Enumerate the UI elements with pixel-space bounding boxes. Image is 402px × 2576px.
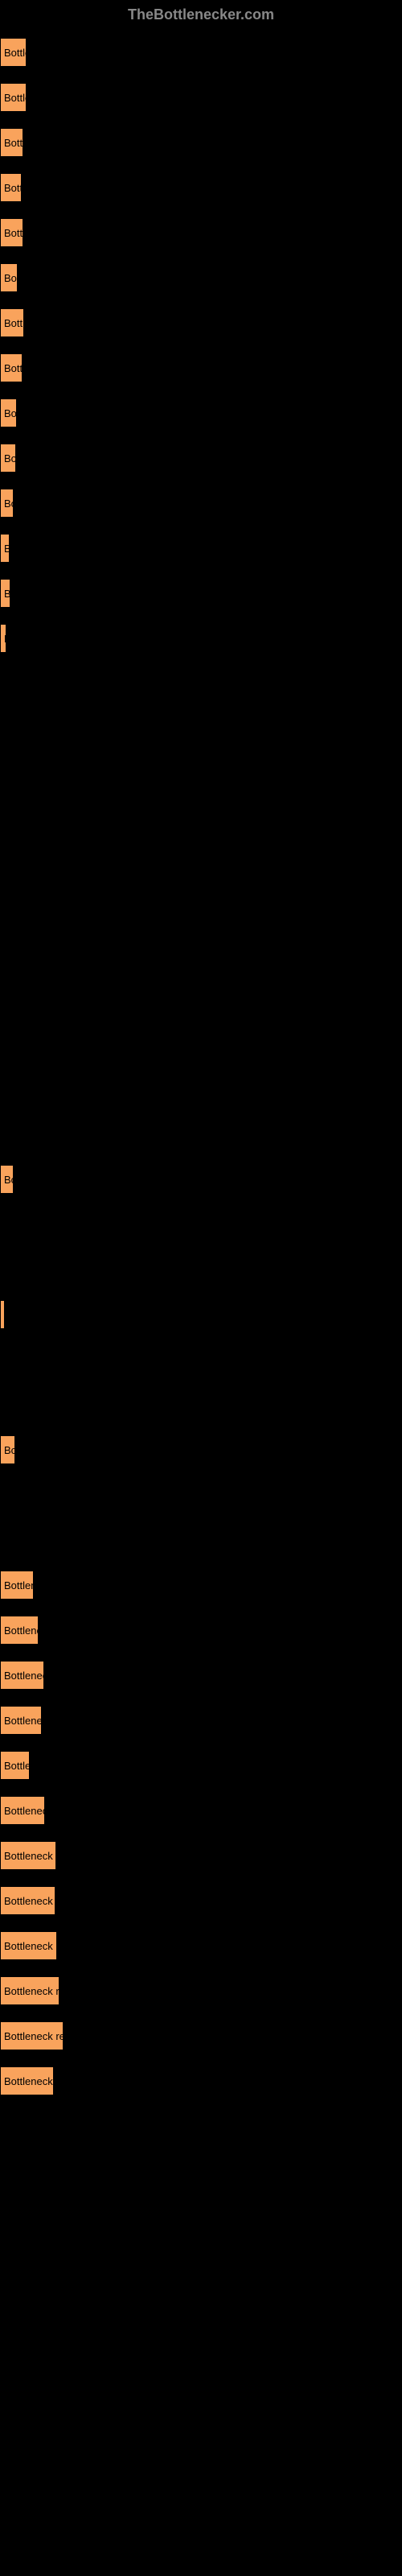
bar-row: Bottle (0, 75, 402, 120)
bar-row (0, 796, 402, 841)
chart-bar: Bottleneck re (0, 1931, 57, 1960)
chart-bar: Bottleneck re (0, 1841, 56, 1870)
chart-bar: Bo (0, 1435, 15, 1464)
bar-row (0, 1292, 402, 1337)
bar-row: Bo (0, 436, 402, 481)
bar-row: Bottlene (0, 1563, 402, 1608)
chart-bar: Bo (0, 444, 16, 473)
bar-row: Bo (0, 1427, 402, 1472)
bar-row (0, 1472, 402, 1517)
chart-bar: B (0, 624, 6, 653)
bar-row: Bo (0, 1157, 402, 1202)
chart-bar: Bottl (0, 128, 23, 157)
chart-bar: Bo (0, 1165, 14, 1194)
bar-row: Bottleneck res (0, 1968, 402, 2013)
chart-bar: Bottleneck (0, 1796, 45, 1825)
bar-row: Bott (0, 165, 402, 210)
bar-row: Bottleneck re (0, 1833, 402, 1878)
chart-bar: Bottle (0, 83, 27, 112)
chart-bar: Bottleneck re (0, 1886, 55, 1915)
bar-row: Bottleneck res (0, 2013, 402, 2058)
chart-bar: Bottlenec (0, 1616, 39, 1645)
bar-row: Bottlen (0, 1743, 402, 1788)
bar-row: Bottleneck (0, 1788, 402, 1833)
chart-bar: Bo (0, 489, 14, 518)
bar-row (0, 1382, 402, 1427)
bar-row: B (0, 526, 402, 571)
bar-row (0, 976, 402, 1022)
chart-bar: Bottleneck res (0, 2021, 64, 2050)
bar-row: Bottl (0, 345, 402, 390)
bar-row (0, 886, 402, 931)
bar-row: Bottlenec (0, 1608, 402, 1653)
bar-row: Bottleneck re (0, 1923, 402, 1968)
bar-row (0, 1112, 402, 1157)
chart-bar: Bot (0, 398, 17, 427)
bar-row (0, 751, 402, 796)
bar-row (0, 1247, 402, 1292)
bar-row (0, 661, 402, 706)
chart-bar: Bottl (0, 218, 23, 247)
chart-bar: Bot (0, 263, 18, 292)
chart-bar: Bottleneck r (0, 2066, 54, 2095)
chart-bar: Bottlenec (0, 1706, 42, 1735)
chart-bar: Bottl (0, 353, 23, 382)
bar-row (0, 1517, 402, 1563)
bar-row: Bottl (0, 210, 402, 255)
chart-bar: Bott (0, 173, 22, 202)
bar-row (0, 1337, 402, 1382)
chart-bar: Bottleneck (0, 1661, 44, 1690)
bar-row: Bot (0, 390, 402, 436)
bar-row: Bot (0, 255, 402, 300)
bar-row: Bottl (0, 120, 402, 165)
chart-bar: Bottleneck res (0, 1976, 59, 2005)
bar-row (0, 706, 402, 751)
bar-row: Bottlenec (0, 1698, 402, 1743)
bar-row: Bottleneck re (0, 1878, 402, 1923)
bar-chart: Bottle Bottle Bottl Bott Bottl Bot Bottl Bottl B… (0, 30, 402, 2103)
bar-row: B (0, 571, 402, 616)
bar-row (0, 931, 402, 976)
bar-row: B (0, 616, 402, 661)
bar-row: Bo (0, 481, 402, 526)
chart-bar (0, 1300, 5, 1329)
bar-row (0, 1202, 402, 1247)
bar-row: Bottleneck (0, 1653, 402, 1698)
chart-bar: Bottlene (0, 1571, 34, 1600)
chart-bar: Bottlen (0, 1751, 30, 1780)
bar-row (0, 1022, 402, 1067)
bar-row: Bottl (0, 300, 402, 345)
site-header: TheBottlenecker.com (0, 0, 402, 30)
chart-bar: B (0, 534, 10, 563)
chart-bar: Bottl (0, 308, 24, 337)
chart-bar: B (0, 579, 10, 608)
chart-bar: Bottle (0, 38, 27, 67)
bar-row: Bottle (0, 30, 402, 75)
bar-row (0, 841, 402, 886)
bar-row (0, 1067, 402, 1112)
bar-row: Bottleneck r (0, 2058, 402, 2103)
